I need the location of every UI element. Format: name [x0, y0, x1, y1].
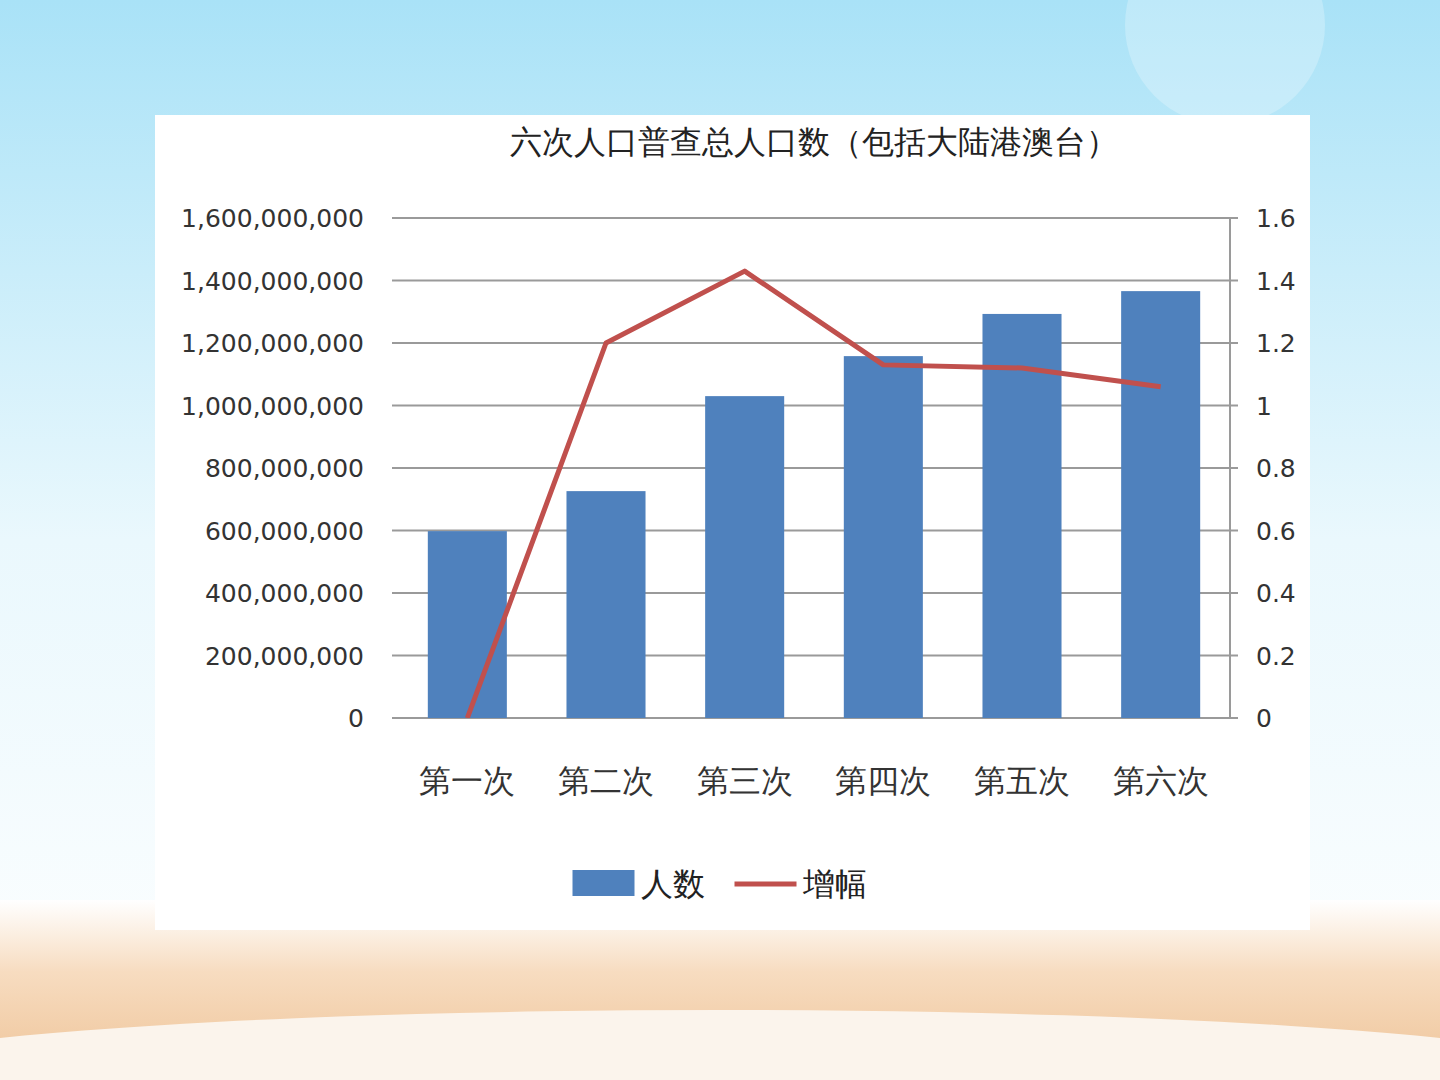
grid-line — [398, 530, 1230, 532]
grid-line — [398, 280, 1230, 282]
bar — [566, 491, 645, 718]
page: 六次人口普查总人口数（包括大陆港澳台） 0 200,000,000 400,000,0… — [0, 0, 1440, 1080]
line — [467, 271, 1160, 718]
grid-line — [398, 655, 1230, 657]
y2-tick-label: 0.2 — [1256, 642, 1296, 671]
y2-tick-label: 1.4 — [1256, 267, 1296, 296]
legend-label: 人数 — [641, 865, 705, 903]
grid-line — [398, 217, 1230, 219]
y-tick-label: 1,200,000,000 — [181, 329, 364, 358]
y2-tick — [1230, 342, 1238, 344]
legend-swatch — [735, 882, 797, 887]
y-tick-label: 800,000,000 — [205, 454, 364, 483]
x-tick-label: 第五次 — [974, 762, 1070, 800]
y-tick-label: 1,000,000,000 — [181, 392, 364, 421]
y2-tick-label: 0.8 — [1256, 454, 1296, 483]
y-tick — [392, 280, 398, 282]
x-tick-label: 第六次 — [1113, 762, 1209, 800]
y2-tick-label: 0.6 — [1256, 517, 1296, 546]
x-tick-label: 第三次 — [697, 762, 793, 800]
background-sky — [0, 0, 1440, 1080]
x-tick-label: 第二次 — [558, 762, 654, 800]
y2-tick-label: 0.4 — [1256, 579, 1296, 608]
sand-dune — [0, 1010, 1440, 1080]
y2-tick — [1230, 592, 1238, 594]
y2-tick — [1230, 405, 1238, 407]
bar — [844, 356, 923, 718]
y-tick — [392, 655, 398, 657]
y-tick-label: 1,600,000,000 — [181, 204, 364, 233]
chart-title: 六次人口普查总人口数（包括大陆港澳台） — [510, 123, 1118, 161]
y2-tick-label: 1 — [1256, 392, 1272, 421]
marks — [428, 271, 1200, 718]
bar — [1121, 291, 1200, 718]
y-tick-label: 600,000,000 — [205, 517, 364, 546]
bar — [982, 314, 1061, 718]
sun-glow — [1125, 0, 1325, 125]
y2-tick — [1230, 655, 1238, 657]
y-tick — [392, 530, 398, 532]
legend-label: 增幅 — [802, 865, 867, 903]
y2-tick — [1230, 217, 1238, 219]
y-tick — [392, 592, 398, 594]
y2-tick-label: 1.2 — [1256, 329, 1296, 358]
x-tick-label: 第四次 — [835, 762, 931, 800]
legend-swatch — [573, 870, 635, 896]
bar — [705, 396, 784, 718]
grid-line — [398, 405, 1230, 407]
y-tick — [392, 405, 398, 407]
y-tick-label: 200,000,000 — [205, 642, 364, 671]
grid-line — [398, 717, 1230, 719]
y2-tick — [1230, 717, 1238, 719]
y2-tick — [1230, 280, 1238, 282]
x-tick-label: 第一次 — [419, 762, 515, 800]
x-axis-line — [398, 717, 1230, 719]
y-tick — [392, 342, 398, 344]
legend: 人数 增幅 — [573, 865, 867, 903]
chart-panel — [155, 115, 1310, 930]
y-tick-label: 400,000,000 — [205, 579, 364, 608]
y2-tick-label: 1.6 — [1256, 204, 1296, 233]
y-tick — [392, 467, 398, 469]
grid-line — [398, 342, 1230, 344]
grid-line — [398, 592, 1230, 594]
y-tick — [392, 717, 398, 719]
y-tick-label: 0 — [348, 704, 364, 733]
y2-tick-label: 0 — [1256, 704, 1272, 733]
y-tick-label: 1,400,000,000 — [181, 267, 364, 296]
bar — [428, 531, 507, 718]
grid-line — [398, 467, 1230, 469]
y-tick — [392, 217, 398, 219]
y2-tick — [1230, 530, 1238, 532]
y2-tick — [1230, 467, 1238, 469]
